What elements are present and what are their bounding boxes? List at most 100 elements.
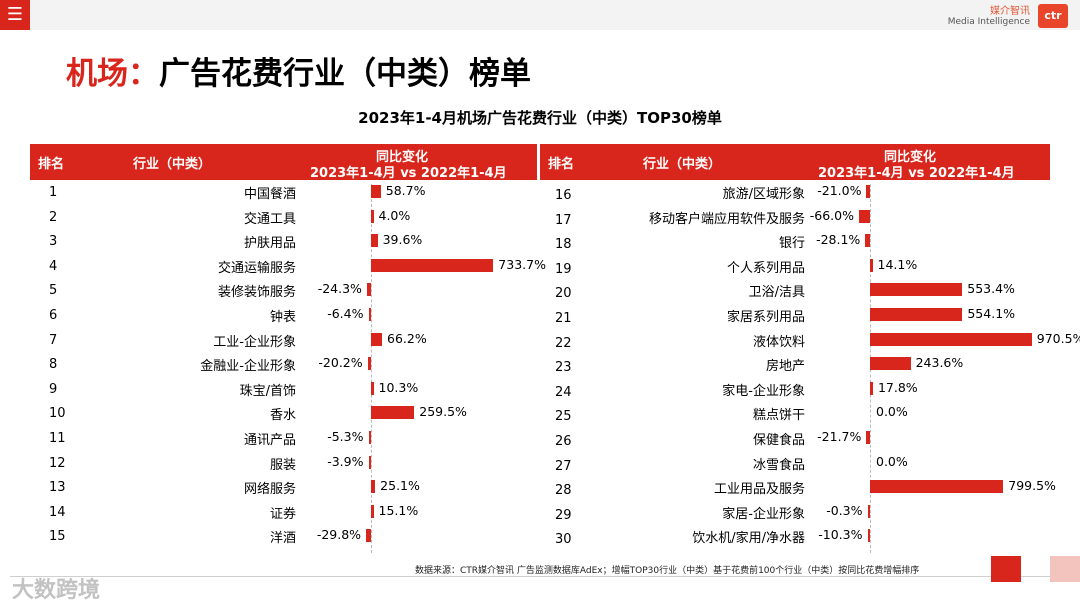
value-label: -6.4% [327,306,364,321]
industry-label: 证券 [269,506,296,522]
value-label: -3.9% [327,453,364,469]
rank-label: 3 [49,234,58,250]
industry-label: 旅游/区域形象 [722,187,805,202]
rank-label: 27 [555,458,572,474]
value-label: 553.4% [967,281,1015,297]
page-title: 机场：广告花费行业（中类）榜单 [66,48,531,93]
value-label: 39.6% [382,232,423,248]
value-bar [870,381,873,395]
value-bar [368,308,371,321]
rank-label: 18 [555,237,572,253]
rank-label: 16 [555,188,572,203]
value-bar [371,381,374,395]
value-bar [371,332,383,346]
hamburger-menu-icon[interactable]: ☰ [0,0,30,30]
rank-label: 25 [555,409,572,425]
value-bar [870,332,1032,346]
value-bar [870,357,911,371]
rank-label: 15 [49,529,66,545]
value-label: 15.1% [378,502,419,518]
footer-pink-block [1050,556,1080,582]
value-label: 970.5% [1036,330,1080,346]
rank-label: 29 [555,507,572,523]
rank-label: 22 [555,335,572,351]
value-bar [371,406,415,420]
industry-label: 家居系列用品 [726,310,805,325]
value-label: 25.1% [380,478,420,494]
industry-label: 饮水机/家用/净水器 [692,531,805,547]
value-label: -0.3% [826,502,863,518]
top-bar: ☰ 媒介智讯 Media Intelligence ctr [0,0,1080,30]
value-label: 799.5% [1008,478,1056,494]
header-change: 同比变化 [883,150,936,165]
rank-label: 10 [49,406,66,422]
value-bar [371,258,494,272]
rank-label: 5 [49,283,58,299]
footer-divider [10,576,1070,577]
value-bar [371,504,374,518]
rank-label: 30 [555,532,572,548]
value-bar [865,234,870,248]
industry-label: 移动客户端应用软件及服务 [648,211,805,227]
watermark: 大数跨境 [12,578,101,603]
header-period: 2023年1-4月 vs 2022年1-4月 [818,166,1015,181]
rank-label: 20 [555,286,572,302]
value-label: 66.2% [387,330,427,346]
brand-en: Media Intelligence [947,17,1030,27]
value-bar [866,431,870,444]
page-title-main: 广告花费行业（中类）榜单 [159,56,531,92]
header-period: 2023年1-4月 vs 2022年1-4月 [310,166,507,181]
ctr-logo: ctr [1038,4,1068,28]
value-bar [870,283,963,297]
rank-label: 2 [49,209,58,225]
industry-label: 服装 [269,457,296,473]
value-bar [867,529,870,543]
rank-label: 7 [49,332,58,348]
value-label: 259.5% [419,404,467,420]
value-label: -24.3% [317,281,362,297]
rank-label: 9 [49,381,58,397]
value-bar [366,283,371,297]
industry-label: 护肤用品 [243,236,296,252]
value-bar [368,455,371,469]
rank-label: 8 [49,357,58,373]
header-right: 排名 行业（中类） 同比变化 2023年1-4月 vs 2022年1-4月 [540,144,1050,181]
industry-label: 个人系列用品 [726,260,805,276]
rank-label: 26 [555,434,572,449]
rank-label: 4 [49,258,58,274]
value-label: 0.0% [876,404,908,420]
header-industry: 行业（中类） [643,157,722,172]
page-title-accent: 机场： [66,56,159,92]
value-label: -10.3% [818,527,863,543]
value-bar [371,209,374,223]
industry-label: 珠宝/首饰 [239,383,296,399]
value-bar [371,480,376,494]
rank-label: 23 [555,360,572,376]
header-industry: 行业（中类） [133,157,212,172]
rank-label: 19 [555,261,572,277]
rank-label: 11 [49,431,66,446]
industry-label: 钟表 [269,310,296,325]
value-label: -21.0% [817,183,862,198]
value-label: 243.6% [915,355,964,371]
value-label: 554.1% [967,306,1016,321]
industry-label: 糕点饼干 [752,408,805,424]
chart-title: 2023年1-4月机场广告花费行业（中类）TOP30榜单 [358,109,722,127]
value-label: 14.1% [877,256,918,272]
industry-label: 液体饮料 [752,334,805,350]
header-rank: 排名 [38,157,65,172]
rank-label: 14 [49,504,66,520]
industry-label: 网络服务 [243,482,296,498]
value-bar [366,529,371,543]
value-bar [371,185,381,198]
value-label: 17.8% [877,379,918,395]
value-bar [867,504,870,518]
industry-label: 通讯产品 [243,433,296,448]
value-label: -21.7% [817,429,862,444]
header-left: 排名 行业（中类） 同比变化 2023年1-4月 vs 2022年1-4月 [30,144,537,181]
value-label: 0.0% [876,453,908,469]
value-bar [870,258,873,272]
industry-label: 工业用品及服务 [713,482,805,498]
value-label: -20.2% [318,355,363,371]
value-bar [858,209,870,223]
